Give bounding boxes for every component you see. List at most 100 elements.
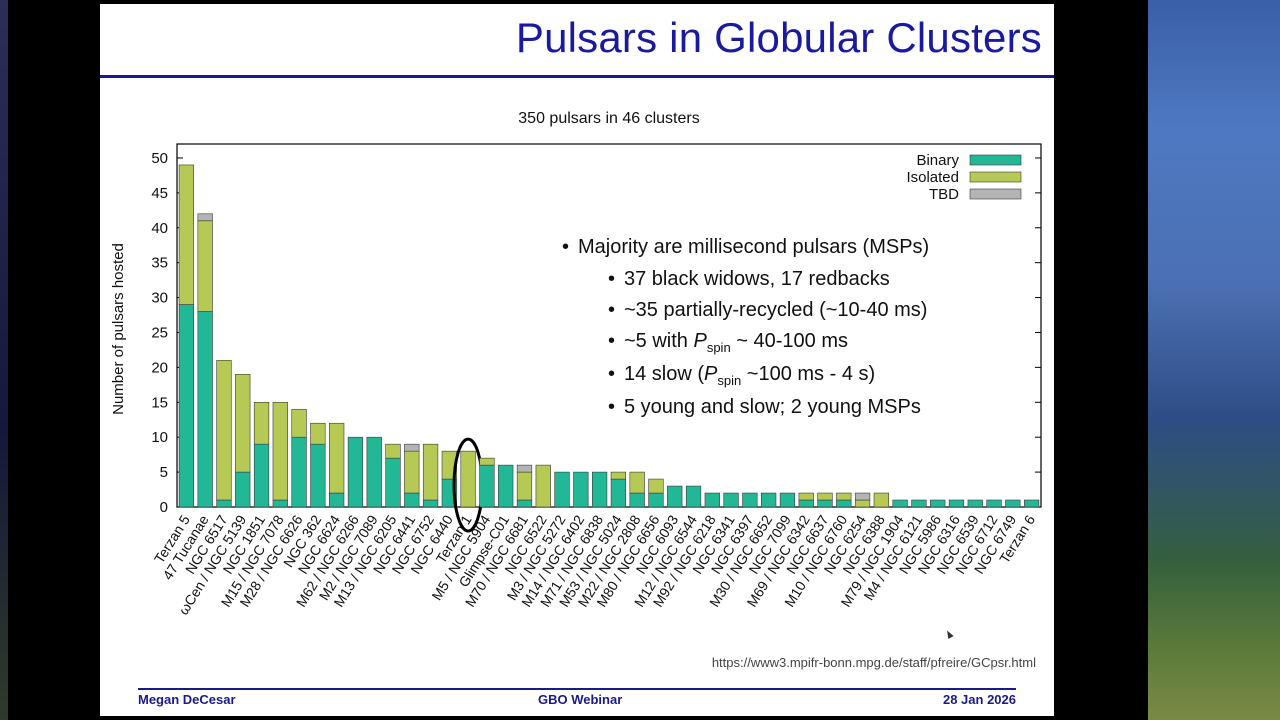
chart-title: 350 pulsars in 46 clusters [518, 110, 699, 127]
bar-binary [498, 464, 514, 508]
bar-binary [329, 492, 345, 508]
bar-binary [648, 492, 664, 508]
bullet-sub: • ~35 partially-recycled (~10-40 ms) [608, 299, 928, 321]
bullet-sub-text: 5 young and slow; 2 young MSPs [624, 396, 921, 418]
y-tick-label: 35 [151, 255, 168, 272]
bar-binary [216, 499, 232, 508]
bar-binary [986, 499, 1002, 508]
bar-binary [591, 471, 608, 508]
bullet-sub-text: 37 black widows, 17 redbacks [624, 268, 890, 290]
bullet-list: • Majority are millisecond pulsars (MSPs)… [562, 236, 1042, 427]
p-symbol: P [704, 363, 718, 385]
bar-binary [742, 492, 758, 508]
bar-binary [197, 311, 213, 508]
y-tick-label: 25 [151, 324, 168, 341]
footer-event: GBO Webinar [538, 692, 623, 707]
legend-swatch [969, 171, 1022, 183]
slide-title: Pulsars in Globular Clusters [515, 14, 1042, 61]
bar-chart: 350 pulsars in 46 clusters Number of pul… [110, 110, 1042, 618]
bar-isolated [253, 401, 270, 445]
spin-subscript: spin [706, 340, 731, 355]
bar-isolated [610, 471, 627, 480]
y-tick-label: 15 [151, 394, 168, 411]
bar-tbd [197, 213, 213, 222]
y-tick-label: 10 [151, 429, 168, 446]
bullet-sub: • 14 slow (Pspin ~100 ms - 4 s) [608, 363, 876, 388]
bullet-sub-text: ~5 with [624, 330, 694, 352]
bullet-sub: • ~5 with Pspin ~ 40-100 ms [608, 330, 848, 355]
y-tick-label: 20 [151, 359, 168, 376]
bullet-sub-text: ~35 partially-recycled (~10-40 ms) [624, 299, 928, 321]
legend-label: Isolated [906, 169, 959, 186]
source-url[interactable]: https://www3.mpifr-bonn.mpg.de/staff/pfr… [711, 655, 1036, 670]
bar-tbd [516, 464, 533, 473]
bar-binary [667, 485, 683, 508]
bar-isolated [535, 464, 551, 508]
bar-isolated [404, 450, 420, 494]
bar-binary [404, 492, 420, 508]
bar-binary [178, 304, 195, 508]
bar-tbd [854, 492, 871, 501]
bar-binary [704, 492, 720, 508]
bar-binary [272, 499, 288, 508]
bar-binary [366, 436, 382, 508]
bar-binary [1005, 499, 1021, 508]
bar-binary [310, 443, 326, 508]
bar-binary [911, 499, 927, 508]
bar-binary [235, 471, 251, 508]
bar-binary [723, 492, 739, 508]
bar-isolated [817, 492, 833, 501]
y-tick-label: 0 [160, 499, 168, 516]
bar-binary [761, 492, 777, 508]
bar-binary [948, 499, 965, 508]
bar-isolated [197, 220, 213, 312]
bar-binary [385, 457, 401, 508]
bar-isolated [873, 492, 889, 508]
bar-binary [629, 492, 645, 508]
bar-binary [422, 499, 439, 508]
bar-binary [930, 499, 946, 508]
bar-isolated [385, 443, 401, 459]
bar-binary [798, 499, 814, 508]
y-tick-label: 40 [151, 220, 168, 237]
legend-swatch [969, 154, 1022, 166]
bar-isolated [272, 401, 288, 501]
footer-author: Megan DeCesar [138, 692, 236, 707]
y-axis-label: Number of pulsars hosted [110, 243, 127, 415]
slide: Pulsars in Globular Clusters 350 pulsars… [100, 4, 1054, 716]
bar-isolated [235, 374, 251, 473]
bar-isolated [178, 164, 195, 305]
bar-binary [347, 436, 364, 508]
bullet-main-text: Majority are millisecond pulsars (MSPs) [578, 236, 930, 258]
bar-isolated [516, 471, 533, 501]
y-tick-label: 5 [160, 464, 168, 481]
bar-isolated [460, 450, 476, 508]
p-symbol: P [693, 330, 707, 352]
bar-binary [554, 471, 570, 508]
bullet-sub: • 37 black widows, 17 redbacks [608, 268, 890, 290]
bar-isolated [291, 408, 307, 438]
bar-binary [685, 485, 702, 508]
bar-binary [253, 443, 270, 508]
bar-binary [779, 492, 796, 508]
legend-label: Binary [916, 152, 959, 169]
bar-isolated [648, 478, 664, 494]
bullet-sub: • 5 young and slow; 2 young MSPs [608, 396, 921, 418]
bar-binary [836, 499, 852, 508]
bullet-main: • Majority are millisecond pulsars (MSPs) [562, 236, 930, 258]
bar-isolated [854, 499, 871, 508]
bar-binary [967, 499, 983, 508]
legend-label: TBD [929, 186, 959, 203]
bar-tbd [404, 443, 420, 452]
bullet-sub-text: ~ 40-100 ms [730, 330, 848, 352]
bar-isolated [329, 422, 345, 494]
bar-binary [1023, 499, 1040, 508]
bar-isolated [836, 492, 852, 501]
bullet-sub-text: ~100 ms - 4 s) [741, 363, 876, 385]
y-tick-label: 30 [151, 290, 168, 307]
y-tick-label: 45 [151, 185, 168, 202]
bar-isolated [479, 457, 495, 466]
bar-isolated [422, 443, 439, 501]
background-scenery [1148, 0, 1280, 720]
